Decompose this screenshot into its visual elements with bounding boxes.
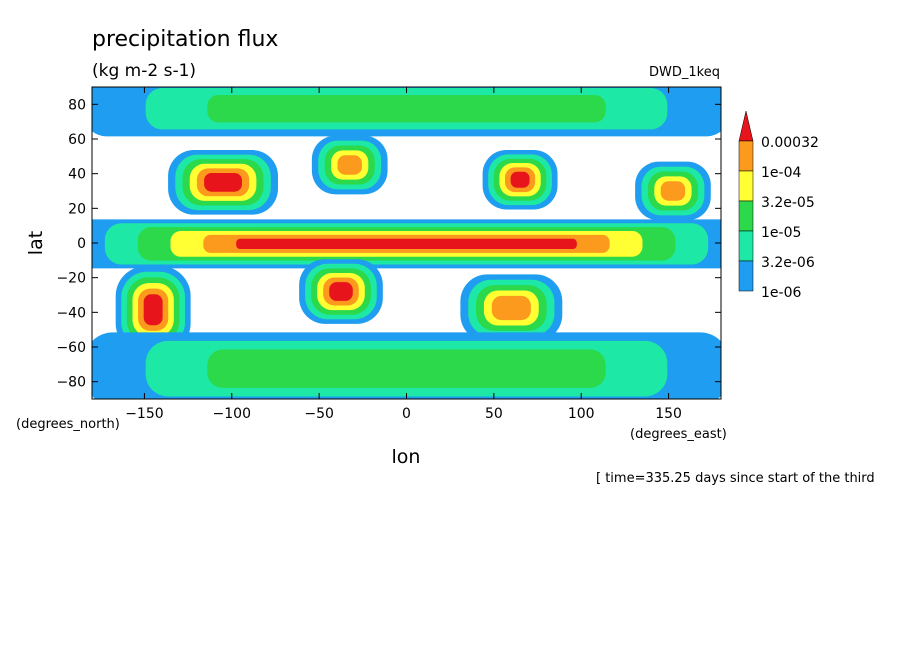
y-tick-label: −40 [56, 305, 86, 321]
contour-fill [329, 282, 353, 301]
y-tick-label: −60 [56, 340, 86, 356]
colorbar-label: 3.2e-05 [761, 195, 815, 211]
contour-fill [143, 294, 163, 326]
contour-fill [207, 94, 606, 123]
y-axis-units: (degrees_north) [16, 417, 120, 432]
field-region [299, 259, 383, 324]
contour-fill [491, 295, 531, 321]
field-region [635, 161, 711, 221]
dataset-label: DWD_1keq [649, 65, 720, 80]
y-tick-label: 0 [77, 236, 86, 252]
field-region [92, 332, 721, 399]
x-tick-label: 0 [402, 406, 411, 422]
field-region [460, 274, 563, 342]
colorbar-arrow [738, 110, 754, 142]
field-region [482, 150, 558, 210]
precipitation-field [92, 87, 721, 399]
y-tick-label: 80 [68, 97, 86, 113]
field-region [168, 150, 278, 215]
x-tick-label: −100 [213, 406, 251, 422]
colorbar-swatch [738, 260, 754, 292]
x-axis-units: (degrees_east) [630, 427, 727, 442]
contour-fill [236, 238, 577, 250]
x-tick-label: 100 [568, 406, 595, 422]
x-tick-label: 150 [655, 406, 682, 422]
y-tick-label: 40 [68, 167, 86, 183]
colorbar-swatch [738, 230, 754, 262]
contour-fill [510, 171, 530, 188]
colorbar: 0.00032 1e-04 3.2e-05 1e-05 3.2e-06 1e-06 [738, 110, 819, 301]
plot-area: −150 −100 −50 0 50 100 150 80 60 40 20 0 −20 −40 −60 −… [56, 86, 722, 422]
colorbar-label: 3.2e-06 [761, 255, 815, 271]
x-axis-ticks: −150 −100 −50 0 50 100 150 [125, 87, 682, 422]
field-region [92, 219, 721, 269]
y-tick-label: 60 [68, 132, 86, 148]
contour-fill [660, 181, 686, 201]
colorbar-swatch [738, 140, 754, 172]
contour-fill [207, 349, 606, 388]
y-tick-label: 20 [68, 201, 86, 217]
contour-fill [204, 172, 242, 192]
y-axis-label: lat [25, 231, 47, 255]
x-tick-label: −50 [304, 406, 334, 422]
y-tick-label: −20 [56, 271, 86, 287]
y-axis-ticks: 80 60 40 20 0 −20 −40 −60 −80 [56, 97, 721, 391]
colorbar-swatch [738, 200, 754, 232]
time-footnote: [ time=335.25 days since start of the th… [596, 471, 875, 486]
field-region [92, 87, 721, 137]
colorbar-label: 1e-05 [761, 225, 801, 241]
contour-fill [337, 155, 362, 175]
colorbar-label: 1e-04 [761, 165, 801, 181]
chart-units: (kg m-2 s-1) [92, 61, 196, 81]
x-tick-label: 50 [485, 406, 503, 422]
x-axis-label: lon [392, 446, 421, 468]
colorbar-label: 0.00032 [761, 135, 819, 151]
colorbar-label: 1e-06 [761, 285, 801, 301]
field-region [311, 135, 388, 195]
x-tick-label: −150 [125, 406, 163, 422]
chart-title: precipitation flux [92, 27, 278, 52]
field-region [115, 266, 191, 354]
colorbar-swatch [738, 170, 754, 202]
y-tick-label: −80 [56, 375, 86, 391]
